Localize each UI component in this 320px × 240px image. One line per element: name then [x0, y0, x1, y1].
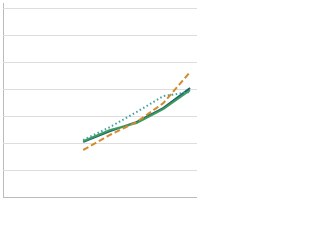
series-line — [82, 71, 191, 151]
series-line — [82, 91, 191, 141]
chart — [3, 3, 197, 198]
series-line — [82, 89, 191, 143]
